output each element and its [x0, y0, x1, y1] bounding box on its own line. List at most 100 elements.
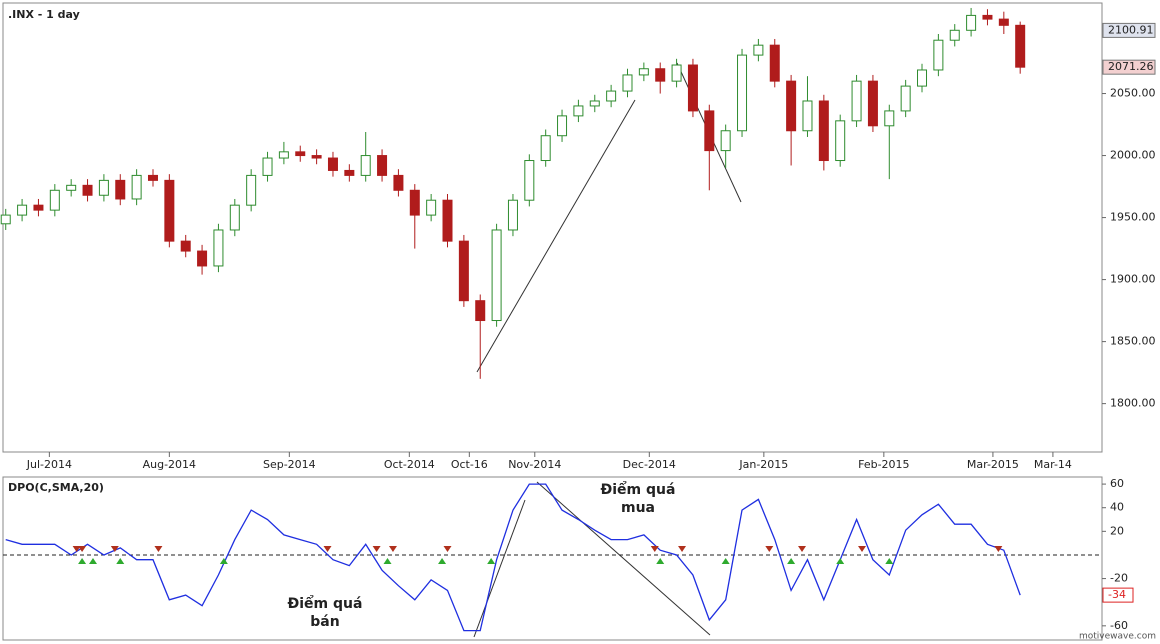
x-tick-label: Jul-2014	[26, 458, 72, 471]
candle-body	[655, 68, 666, 82]
candle-body	[197, 250, 208, 267]
annotation: Điểm quá	[601, 481, 676, 498]
candle-body	[884, 110, 895, 127]
candle-body	[278, 151, 289, 159]
price-panel	[2, 2, 1103, 453]
trend-line	[536, 481, 711, 636]
candle-body	[507, 199, 518, 231]
candle-body	[818, 100, 829, 162]
y-tick-label: 2000.00	[1110, 149, 1156, 162]
candle-body	[491, 229, 502, 322]
annotation: mua	[621, 500, 655, 516]
candle-body	[164, 179, 175, 242]
buy-signal	[88, 557, 97, 564]
buy-signal	[787, 557, 796, 564]
sell-signal	[994, 545, 1003, 552]
buy-signal	[219, 557, 228, 564]
watermark: motivewave.com	[1079, 632, 1156, 642]
candle-body	[147, 174, 158, 181]
sell-signal	[650, 545, 659, 552]
y-tick-label: 2050.00	[1110, 87, 1156, 100]
y-tick-label: 1850.00	[1110, 335, 1156, 348]
buy-signal	[836, 557, 845, 564]
candle-body	[393, 174, 404, 191]
candle-body	[213, 229, 224, 267]
candle-body	[442, 199, 453, 242]
sell-signal	[765, 545, 774, 552]
x-tick-label: Oct-2014	[384, 458, 435, 471]
candle-body	[246, 174, 257, 206]
y-tick-label: 1950.00	[1110, 211, 1156, 224]
buy-signal	[116, 557, 125, 564]
candle-body	[295, 151, 306, 157]
annotation: Điểm quá	[288, 595, 363, 612]
candle-body	[867, 80, 878, 127]
candle-body	[0, 214, 11, 225]
candle-body	[377, 155, 388, 176]
candle-body	[835, 120, 846, 162]
buy-signal	[487, 557, 496, 564]
x-tick-label: Aug-2014	[143, 458, 196, 471]
candle-body	[737, 54, 748, 132]
sell-signal	[798, 545, 807, 552]
candle-body	[720, 130, 731, 152]
candle-body	[753, 44, 764, 56]
sell-signal	[110, 545, 119, 552]
price-tag-label: 2100.91	[1108, 23, 1154, 36]
sell-signal	[323, 545, 332, 552]
candle-body	[786, 80, 797, 132]
x-tick-label: Sep-2014	[263, 458, 316, 471]
candle-body	[900, 85, 911, 112]
candle-body	[115, 179, 126, 200]
x-tick-label: Mar-2015	[967, 458, 1019, 471]
sell-signal	[154, 545, 163, 552]
dpo-line	[5, 483, 1021, 632]
last-value-tag	[1102, 587, 1134, 603]
y-tick-label: -60	[1110, 619, 1128, 632]
buy-signal	[438, 557, 447, 564]
y-tick-label: -20	[1110, 572, 1128, 585]
candle-body	[475, 300, 486, 322]
sell-signal	[678, 545, 687, 552]
buy-signal	[656, 557, 665, 564]
candle-body	[949, 29, 960, 41]
candle-body	[327, 157, 338, 171]
candle-body	[933, 39, 944, 71]
candle-body	[82, 184, 93, 196]
trend-line	[473, 499, 526, 638]
sell-signal	[78, 545, 87, 552]
candle-body	[966, 14, 977, 31]
price-tag	[1102, 22, 1156, 38]
sell-signal	[372, 545, 381, 552]
sell-signal	[72, 545, 81, 552]
candle-body	[671, 64, 682, 82]
candle-body	[851, 80, 862, 122]
x-tick-label: Nov-2014	[508, 458, 561, 471]
x-tick-label: Oct-16	[451, 458, 488, 471]
x-tick-label: Dec-2014	[623, 458, 676, 471]
candle-body	[1015, 24, 1026, 68]
candle-body	[998, 18, 1009, 26]
candle-body	[606, 90, 617, 102]
buy-signal	[383, 557, 392, 564]
y-tick-label: 1800.00	[1110, 397, 1156, 410]
candle-body	[131, 174, 142, 200]
y-tick-label: 1900.00	[1110, 273, 1156, 286]
candle-body	[311, 155, 322, 159]
candle-body	[66, 184, 77, 191]
candle-body	[180, 240, 191, 252]
candle-body	[33, 204, 44, 211]
candle-body	[344, 169, 355, 176]
indicator-title: DPO(C,SMA,20)	[8, 481, 104, 494]
candle-body	[917, 69, 928, 87]
candle-body	[262, 157, 273, 176]
price-tag-label: 2071.26	[1108, 60, 1154, 73]
sell-signal	[858, 545, 867, 552]
candle-body	[802, 100, 813, 132]
price-tag	[1102, 59, 1156, 75]
sell-signal	[443, 545, 452, 552]
candle-body	[557, 115, 568, 137]
buy-signal	[721, 557, 730, 564]
candle-body	[360, 155, 371, 176]
y-tick-label: 40	[1110, 501, 1124, 514]
